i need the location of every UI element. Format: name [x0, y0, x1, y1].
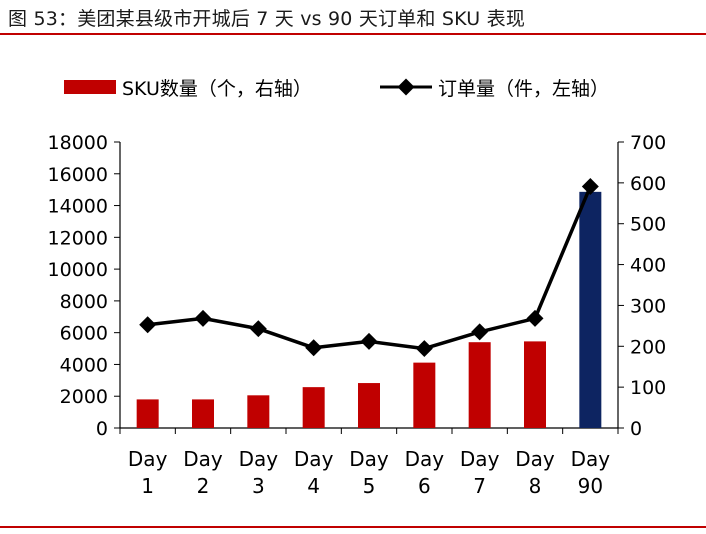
orders-point: [471, 323, 489, 341]
bar-sku: [192, 399, 214, 428]
right-axis-tick-label: 300: [630, 295, 666, 317]
x-axis-tick-label: Day 1: [128, 447, 168, 498]
x-axis-tick-label: Day 5: [349, 447, 389, 498]
left-axis-tick-label: 8000: [60, 291, 108, 313]
footer-divider: [0, 526, 706, 528]
orders-point: [194, 309, 212, 327]
bar-sku: [247, 395, 270, 428]
orders-point: [526, 309, 544, 327]
legend-marker-orders: [397, 78, 415, 96]
left-axis-tick-label: 2000: [60, 386, 108, 408]
chart-title: 图 53：美团某县级市开城后 7 天 vs 90 天订单和 SKU 表现: [8, 8, 526, 30]
x-axis-tick-label: Day 90: [571, 447, 611, 498]
axes: 0200040006000800010000120001400016000180…: [48, 132, 667, 440]
right-axis-tick-label: 400: [630, 255, 666, 277]
orders-point: [581, 178, 599, 195]
right-axis-tick-label: 700: [630, 132, 666, 154]
x-axis-tick-label: Day 7: [460, 447, 500, 498]
right-axis-tick-label: 200: [630, 336, 666, 358]
left-axis-tick-label: 0: [96, 418, 108, 440]
bar-sku: [413, 362, 436, 428]
x-axis-tick-label: Day 3: [239, 447, 279, 498]
orders-point: [360, 332, 378, 350]
orders-line: [147, 185, 592, 351]
x-axis-tick-label: Day 2: [183, 447, 223, 498]
right-axis-tick-label: 500: [630, 214, 666, 236]
left-axis-tick-label: 6000: [60, 323, 108, 345]
legend: SKU数量（个，右轴） 订单量（件，左轴）: [64, 78, 609, 100]
right-axis-tick-label: 100: [630, 377, 666, 399]
title-divider: [0, 33, 706, 35]
line-series-orders: [139, 178, 599, 358]
orders-point: [139, 316, 157, 334]
x-axis-tick-label: Day 8: [515, 447, 555, 498]
bar-sku: [136, 399, 159, 428]
left-axis-tick-label: 10000: [48, 259, 108, 281]
left-axis-tick-label: 18000: [48, 132, 108, 154]
legend-label-orders: 订单量（件，左轴）: [438, 78, 609, 100]
x-axis-tick-label: Day 4: [294, 447, 334, 498]
left-axis-tick-label: 12000: [48, 227, 108, 249]
legend-swatch-sku: [64, 80, 116, 94]
bar-sku: [468, 342, 491, 428]
x-axis-tick-label: Day 6: [405, 447, 445, 498]
orders-point: [249, 320, 267, 338]
bar-sku: [358, 383, 380, 428]
left-axis-tick-label: 14000: [48, 196, 108, 218]
bar-sku: [524, 341, 546, 428]
right-axis-tick-label: 0: [630, 418, 642, 440]
left-axis-tick-label: 16000: [48, 164, 108, 186]
bar-series-sku: [136, 191, 602, 428]
orders-point: [415, 340, 433, 358]
right-axis-tick-label: 600: [630, 173, 666, 195]
bar-sku: [579, 191, 602, 428]
x-axis-labels: Day 1 Day 2 Day 3 Day 4 Day 5 Day 6 Day 7 Day 8 Day 90: [128, 447, 610, 498]
bar-sku: [302, 387, 325, 428]
orders-point: [305, 339, 323, 357]
legend-label-sku: SKU数量（个，右轴）: [122, 78, 312, 100]
left-axis-tick-label: 4000: [60, 354, 108, 376]
